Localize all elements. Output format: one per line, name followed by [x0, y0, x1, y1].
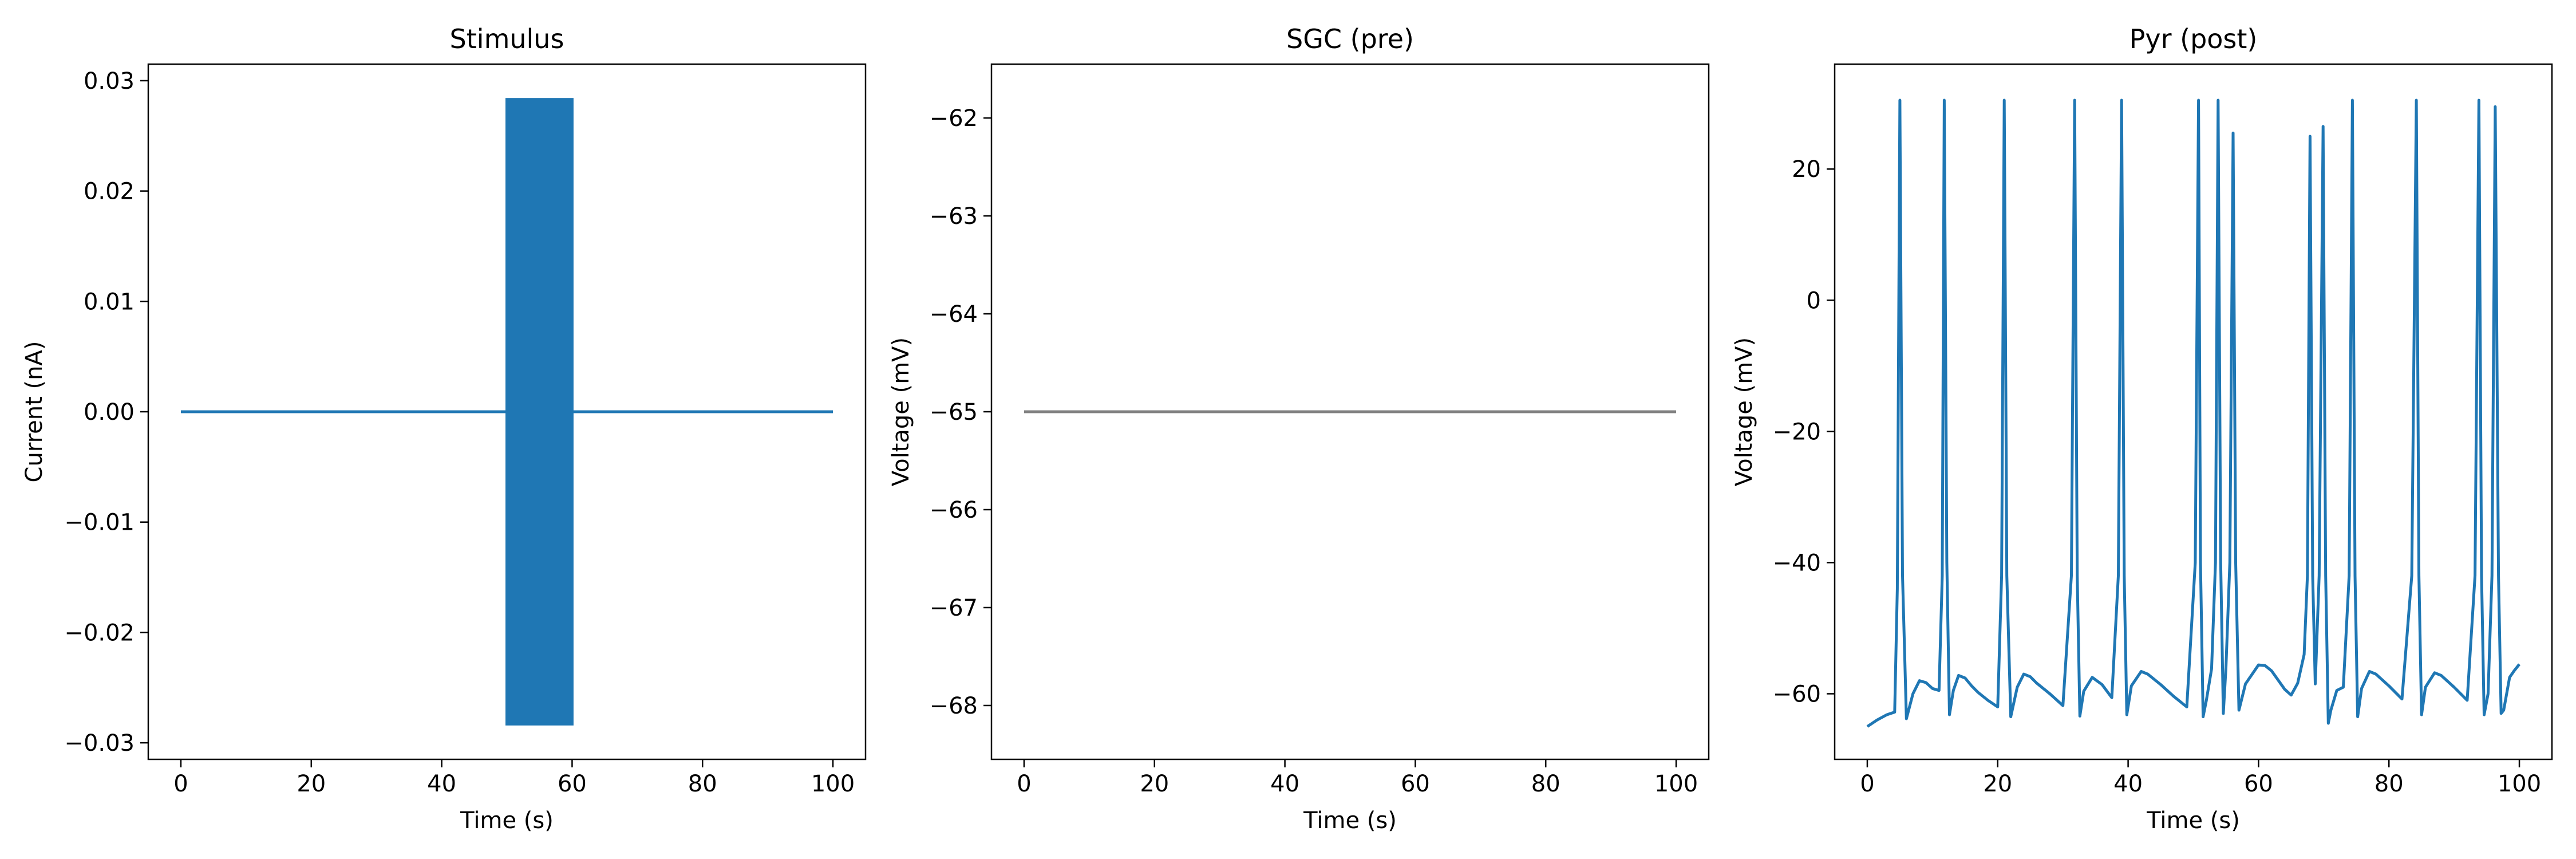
y-axis-label: Voltage (mV)	[1731, 337, 1757, 486]
chart-panel-2: 0 20 40 60 80 100 −68 −67 −66 −65 −64 −63 −62 SGC (pr…	[888, 23, 1710, 834]
x-tick-label: 20	[1140, 771, 1169, 797]
x-tick-label: 60	[558, 771, 587, 797]
y-tick-label: 0.02	[84, 179, 135, 205]
x-tick-label: 40	[1270, 771, 1299, 797]
x-tick-label: 80	[2374, 771, 2404, 797]
series-line	[1866, 98, 2520, 728]
chart-title: SGC (pre)	[1286, 23, 1414, 54]
x-tick-label: 100	[2498, 771, 2541, 797]
y-tick-label: −68	[930, 693, 978, 719]
x-tick-label: 100	[811, 771, 855, 797]
x-tick-label: 100	[1654, 771, 1698, 797]
y-tick-label: −40	[1773, 550, 1821, 576]
y-axis-label: Current (nA)	[21, 341, 48, 483]
x-tick-label: 80	[1531, 771, 1560, 797]
y-tick-label: −0.02	[64, 620, 135, 646]
y-tick-label: −62	[930, 105, 978, 132]
y-tick-label: −60	[1773, 681, 1821, 707]
x-axis-label: Time (s)	[2146, 807, 2240, 834]
y-tick-label: 0	[1807, 287, 1821, 314]
chart-title: Stimulus	[450, 23, 564, 54]
x-tick-label: 40	[2113, 771, 2143, 797]
axes-frame	[1834, 63, 2553, 761]
plot-area	[181, 98, 833, 726]
y-tick-label: −67	[930, 595, 978, 621]
x-tick-label: 0	[1017, 771, 1031, 797]
x-tick-label: 40	[427, 771, 456, 797]
x-axis-label: Time (s)	[1303, 807, 1397, 834]
stimulus-oscillation-band	[505, 98, 574, 726]
y-tick-label: −63	[930, 203, 978, 230]
y-axis-label: Voltage (mV)	[888, 337, 914, 486]
plot-area	[1866, 98, 2520, 728]
chart-title: Pyr (post)	[2129, 23, 2258, 54]
y-tick-label: −20	[1773, 419, 1821, 445]
y-tick-label: −0.01	[64, 510, 135, 536]
y-tick-label: −0.03	[64, 730, 135, 756]
chart-panel-3: 0 20 40 60 80 100 −60 −40 −20 0 20 Pyr (post) Time (…	[1731, 23, 2553, 834]
y-tick-label: 0.03	[84, 68, 135, 94]
y-tick-label: 0.00	[84, 399, 135, 425]
x-tick-label: 20	[297, 771, 326, 797]
y-tick-label: 0.01	[84, 289, 135, 315]
y-tick-label: −64	[930, 301, 978, 328]
x-tick-label: 80	[688, 771, 717, 797]
x-tick-label: 60	[2244, 771, 2273, 797]
x-tick-label: 60	[1401, 771, 1430, 797]
x-tick-label: 20	[1983, 771, 2012, 797]
y-tick-label: −66	[930, 497, 978, 523]
x-tick-label: 0	[1860, 771, 1874, 797]
y-tick-label: −65	[930, 399, 978, 425]
chart-panel-1: 0 20 40 60 80 100 −0.03 −0.02 −0.01 0.00 0.01 0.02 0…	[21, 23, 867, 834]
y-tick-label: 20	[1792, 156, 1821, 183]
x-axis-label: Time (s)	[460, 807, 554, 834]
x-tick-label: 0	[173, 771, 188, 797]
